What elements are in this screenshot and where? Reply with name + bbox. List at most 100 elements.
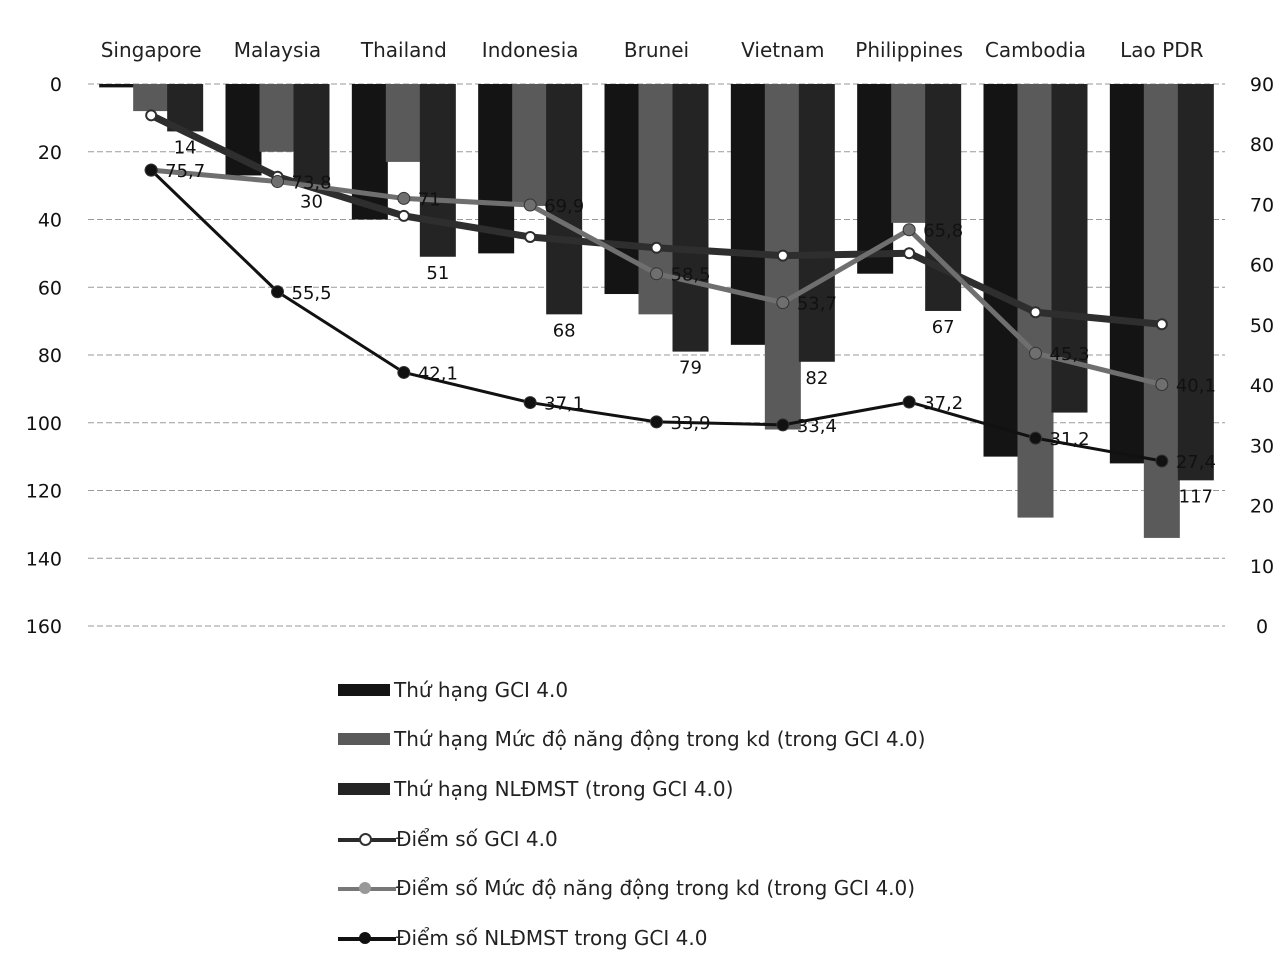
line-data-label: 58,5 — [671, 265, 711, 286]
line-point — [397, 365, 411, 379]
legend-item-innovation-score: Điểm số NLĐMST trong GCI 4.0 — [338, 913, 1038, 963]
line-data-label: 40,1 — [1176, 376, 1216, 397]
left-axis-tick-label: 20 — [38, 142, 62, 164]
right-axis-tick-label: 70 — [1250, 194, 1274, 216]
legend-item-dynamism-score: Điểm số Mức độ năng động trong kd (trong… — [338, 863, 1038, 913]
line-point — [1155, 378, 1169, 392]
line-point — [397, 191, 411, 205]
legend-label: Điểm số GCI 4.0 — [396, 826, 558, 851]
line-layer — [144, 109, 1169, 468]
left-axis-tick-label: 40 — [38, 210, 62, 232]
bar-data-label: 117 — [1179, 486, 1213, 507]
bar-data-label: 82 — [805, 368, 828, 389]
line-data-label: 73,8 — [292, 173, 332, 194]
line-point — [902, 223, 916, 237]
line-data-label: 55,5 — [292, 283, 332, 304]
legend-line-marker — [338, 829, 396, 849]
line-point — [1029, 431, 1042, 445]
line-point — [271, 175, 284, 189]
right-axis-ticks: 0 10 20 30 40 50 60 70 80 90 — [1250, 74, 1274, 638]
legend-line-marker — [338, 928, 396, 948]
legend-swatch — [338, 733, 390, 746]
line-data-label: 33,4 — [797, 416, 837, 437]
line-point — [902, 395, 916, 409]
category-label: Thailand — [360, 38, 447, 62]
left-axis-tick-label: 80 — [38, 345, 62, 367]
legend-item-dynamism-rank: Thứ hạng Mức độ năng động trong kd (tron… — [338, 715, 1038, 765]
line-data-label: 31,2 — [1050, 429, 1090, 450]
category-label: Vietnam — [741, 38, 824, 62]
bar — [672, 84, 709, 352]
data-label-layer: 14 30 51 68 79 82 67 117 75,7 73,8 71 69,9 58,5 53,7 6… — [165, 137, 1216, 507]
bar — [983, 84, 1020, 457]
bar — [419, 84, 456, 257]
line-point — [397, 209, 410, 222]
bar — [546, 84, 583, 315]
legend-label: Thứ hạng NLĐMST (trong GCI 4.0) — [394, 776, 734, 801]
left-axis-tick-label: 160 — [26, 616, 62, 638]
bar — [99, 84, 136, 88]
line-point — [650, 241, 663, 254]
bar — [891, 84, 928, 223]
category-label: Lao PDR — [1120, 38, 1203, 62]
line-data-label: 37,2 — [923, 393, 963, 414]
line-point — [523, 198, 537, 212]
legend-label: Điểm số Mức độ năng động trong kd (trong… — [396, 876, 916, 901]
line-point — [650, 415, 663, 429]
line-data-label: 65,8 — [923, 221, 963, 242]
bar — [133, 84, 170, 112]
bar — [512, 84, 549, 206]
left-axis-tick-label: 60 — [38, 277, 62, 299]
legend-swatch — [338, 683, 390, 696]
bar-layer — [99, 84, 1214, 538]
line-point — [1029, 346, 1042, 360]
legend-item-gci-rank: Thứ hạng GCI 4.0 — [338, 665, 1038, 715]
bar — [1177, 84, 1214, 481]
legend-label: Thứ hạng GCI 4.0 — [394, 677, 569, 702]
bar — [1143, 84, 1180, 538]
right-axis-tick-label: 60 — [1250, 255, 1274, 277]
bar — [1017, 84, 1054, 518]
line-point — [271, 285, 284, 299]
line-point — [145, 109, 158, 122]
category-label: Indonesia — [482, 38, 579, 62]
left-axis-tick-label: 140 — [26, 548, 62, 570]
legend-label: Thứ hạng Mức độ năng động trong kd (tron… — [394, 727, 926, 752]
line-data-label: 53,7 — [797, 294, 837, 315]
right-axis-tick-label: 20 — [1250, 496, 1274, 518]
category-label: Singapore — [101, 38, 202, 62]
category-labels: Singapore Malaysia Thailand Indonesia Brunei… — [101, 38, 1204, 62]
line-data-label: 42,1 — [418, 363, 458, 384]
left-axis-ticks: 0 20 40 60 80 100 120 140 160 — [26, 74, 62, 638]
line-point — [1155, 454, 1169, 468]
legend-item-innovation-rank: Thứ hạng NLĐMST (trong GCI 4.0) — [338, 764, 1038, 814]
right-axis-tick-label: 80 — [1250, 134, 1274, 156]
right-axis-tick-label: 50 — [1250, 315, 1274, 337]
left-axis-tick-label: 100 — [26, 413, 62, 435]
line-data-label: 71 — [418, 189, 441, 210]
right-axis-tick-label: 10 — [1250, 556, 1274, 578]
bar — [385, 84, 422, 162]
line-point — [1155, 318, 1168, 331]
category-label: Malaysia — [234, 38, 321, 62]
bar — [259, 84, 296, 152]
bar-data-label: 79 — [679, 358, 702, 379]
left-axis-tick-label: 0 — [50, 74, 62, 96]
line-data-label: 27,4 — [1176, 452, 1216, 473]
line-point — [776, 418, 790, 432]
right-axis-tick-label: 90 — [1250, 74, 1274, 96]
right-axis-tick-label: 40 — [1250, 375, 1274, 397]
left-axis-tick-label: 120 — [26, 481, 62, 503]
category-label: Philippines — [855, 38, 963, 62]
line-point — [144, 163, 158, 177]
category-label: Cambodia — [985, 38, 1086, 62]
bar — [730, 84, 767, 345]
right-axis-tick-label: 0 — [1256, 616, 1268, 638]
legend-item-gci-score: Điểm số GCI 4.0 — [338, 814, 1038, 864]
line-point — [1029, 306, 1042, 319]
bar — [293, 84, 330, 186]
line-point — [650, 267, 663, 281]
legend-label: Điểm số NLĐMST trong GCI 4.0 — [396, 925, 708, 950]
line-point — [903, 247, 916, 260]
